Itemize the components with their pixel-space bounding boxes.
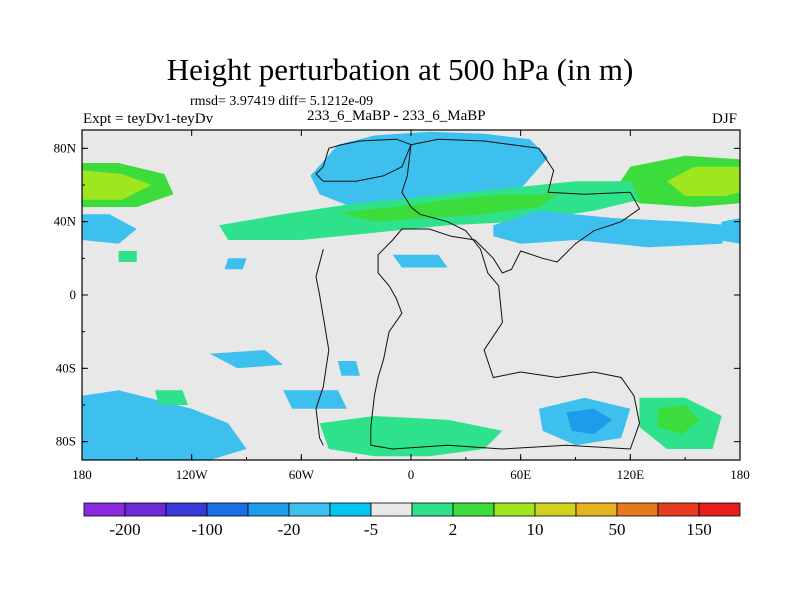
colorbar-label: -100 (191, 520, 222, 539)
contour-region-east-pacific-low (718, 218, 740, 244)
contour-region-west-atlantic-small-low (224, 258, 247, 270)
contour-region-north-pacific-low (82, 214, 137, 244)
x-tick-label: 60W (289, 467, 315, 482)
contour-region-pacific-high-west-core (82, 170, 152, 200)
colorbar-swatch (83, 502, 126, 517)
y-tick-label: 80N (54, 140, 77, 155)
chart-title: Height perturbation at 500 hPa (in m) (166, 52, 634, 87)
contour-region-north-atlantic-small-low (392, 254, 448, 268)
y-tick-label: 40N (54, 214, 77, 229)
contour-regions (82, 131, 740, 460)
x-tick-label: 180 (72, 467, 92, 482)
x-tick-label: 180 (730, 467, 750, 482)
colorbar-label: 150 (686, 520, 712, 539)
contour-region-south-pacific-small-high (155, 390, 188, 405)
colorbar-swatch (206, 502, 249, 517)
contour-region-atlantic-south-small-low (283, 390, 347, 409)
colorbar-swatch (288, 502, 331, 517)
colorbar-swatch (575, 502, 618, 517)
x-tick-label: 120E (617, 467, 645, 482)
colorbar-swatch (165, 502, 208, 517)
contour-region-pacific-high-east-core (666, 166, 740, 196)
y-tick-label: 80S (56, 434, 76, 449)
x-tick-label: 0 (408, 467, 415, 482)
land-outline-0 (315, 138, 412, 182)
y-tick-label: 0 (70, 287, 77, 302)
x-tick-label: 120W (176, 467, 209, 482)
colorbar-label: 2 (449, 520, 458, 539)
stats-line: rmsd= 3.97419 diff= 5.1212e-09 (190, 94, 374, 109)
colorbar-swatch (534, 502, 577, 517)
colorbar-swatch (616, 502, 659, 517)
experiment-label: Expt = teyDv1-teyDv (83, 111, 214, 127)
contour-region-south-pacific-high-core (657, 405, 700, 435)
contour-region-south-pacific-small-low-2 (209, 350, 284, 369)
land-outline-2 (315, 249, 330, 446)
colorbar-swatch (698, 502, 741, 517)
colorbar-label: 10 (527, 520, 544, 539)
colorbar-swatch (370, 502, 413, 517)
contour-region-south-pacific-small-low (337, 361, 360, 376)
contour-region-southern-ocean-low-west-outer (82, 390, 247, 460)
y-axis: 80N 40N 0 40S 80S (54, 140, 740, 449)
contour-region-west-pacific-small-high (118, 251, 137, 262)
colorbar-label: -20 (278, 520, 301, 539)
contour-region-eurasia-low (493, 210, 731, 248)
contour-region-mid-latitude-ridge-core (337, 194, 558, 222)
colorbar: -200 -100 -20 -5 2 10 50 150 (83, 502, 741, 539)
colorbar-label: -5 (364, 520, 378, 539)
colorbar-swatch (411, 502, 454, 517)
contour-region-indian-ocean-low-core (566, 408, 613, 435)
colorbar-swatch (124, 502, 167, 517)
case-label: 233_6_MaBP - 233_6_MaBP (307, 108, 486, 124)
season-label: DJF (712, 111, 738, 127)
colorbar-label: 50 (609, 520, 626, 539)
colorbar-swatch (657, 502, 700, 517)
colorbar-label: -200 (109, 520, 140, 539)
plot-area (81, 129, 741, 461)
contour-region-north-atlantic-outer (310, 131, 549, 209)
colorbar-swatch (329, 502, 372, 517)
x-tick-label: 60E (510, 467, 531, 482)
land-outline (315, 138, 641, 450)
colorbar-swatch (493, 502, 536, 517)
land-outline-1 (370, 138, 641, 450)
x-axis: 180 120W 60W 0 60E 120E 180 (72, 130, 750, 482)
y-tick-label: 40S (56, 360, 76, 375)
colorbar-swatch (247, 502, 290, 517)
colorbar-swatch (452, 502, 495, 517)
